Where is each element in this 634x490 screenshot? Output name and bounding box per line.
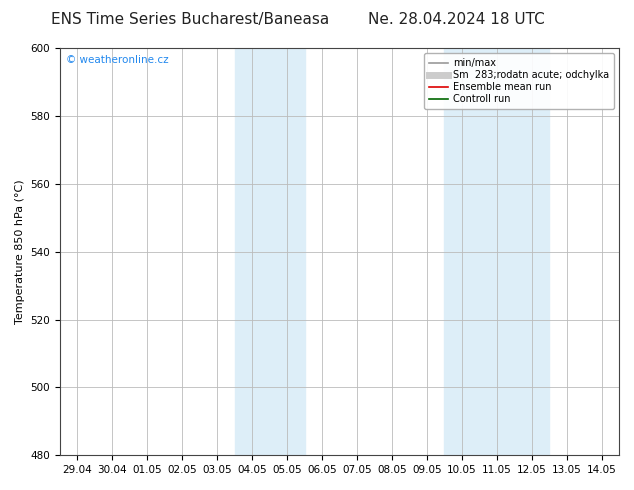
Text: ENS Time Series Bucharest/Baneasa: ENS Time Series Bucharest/Baneasa [51, 12, 329, 27]
Bar [444, 49, 549, 455]
Y-axis label: Temperature 850 hPa (°C): Temperature 850 hPa (°C) [15, 179, 25, 324]
Bar [235, 49, 304, 455]
Text: Ne. 28.04.2024 18 UTC: Ne. 28.04.2024 18 UTC [368, 12, 545, 27]
Legend: min/max, Sm  283;rodatn acute; odchylka, Ensemble mean run, Controll run: min/max, Sm 283;rodatn acute; odchylka, … [424, 53, 614, 109]
Text: © weatheronline.cz: © weatheronline.cz [65, 54, 168, 65]
